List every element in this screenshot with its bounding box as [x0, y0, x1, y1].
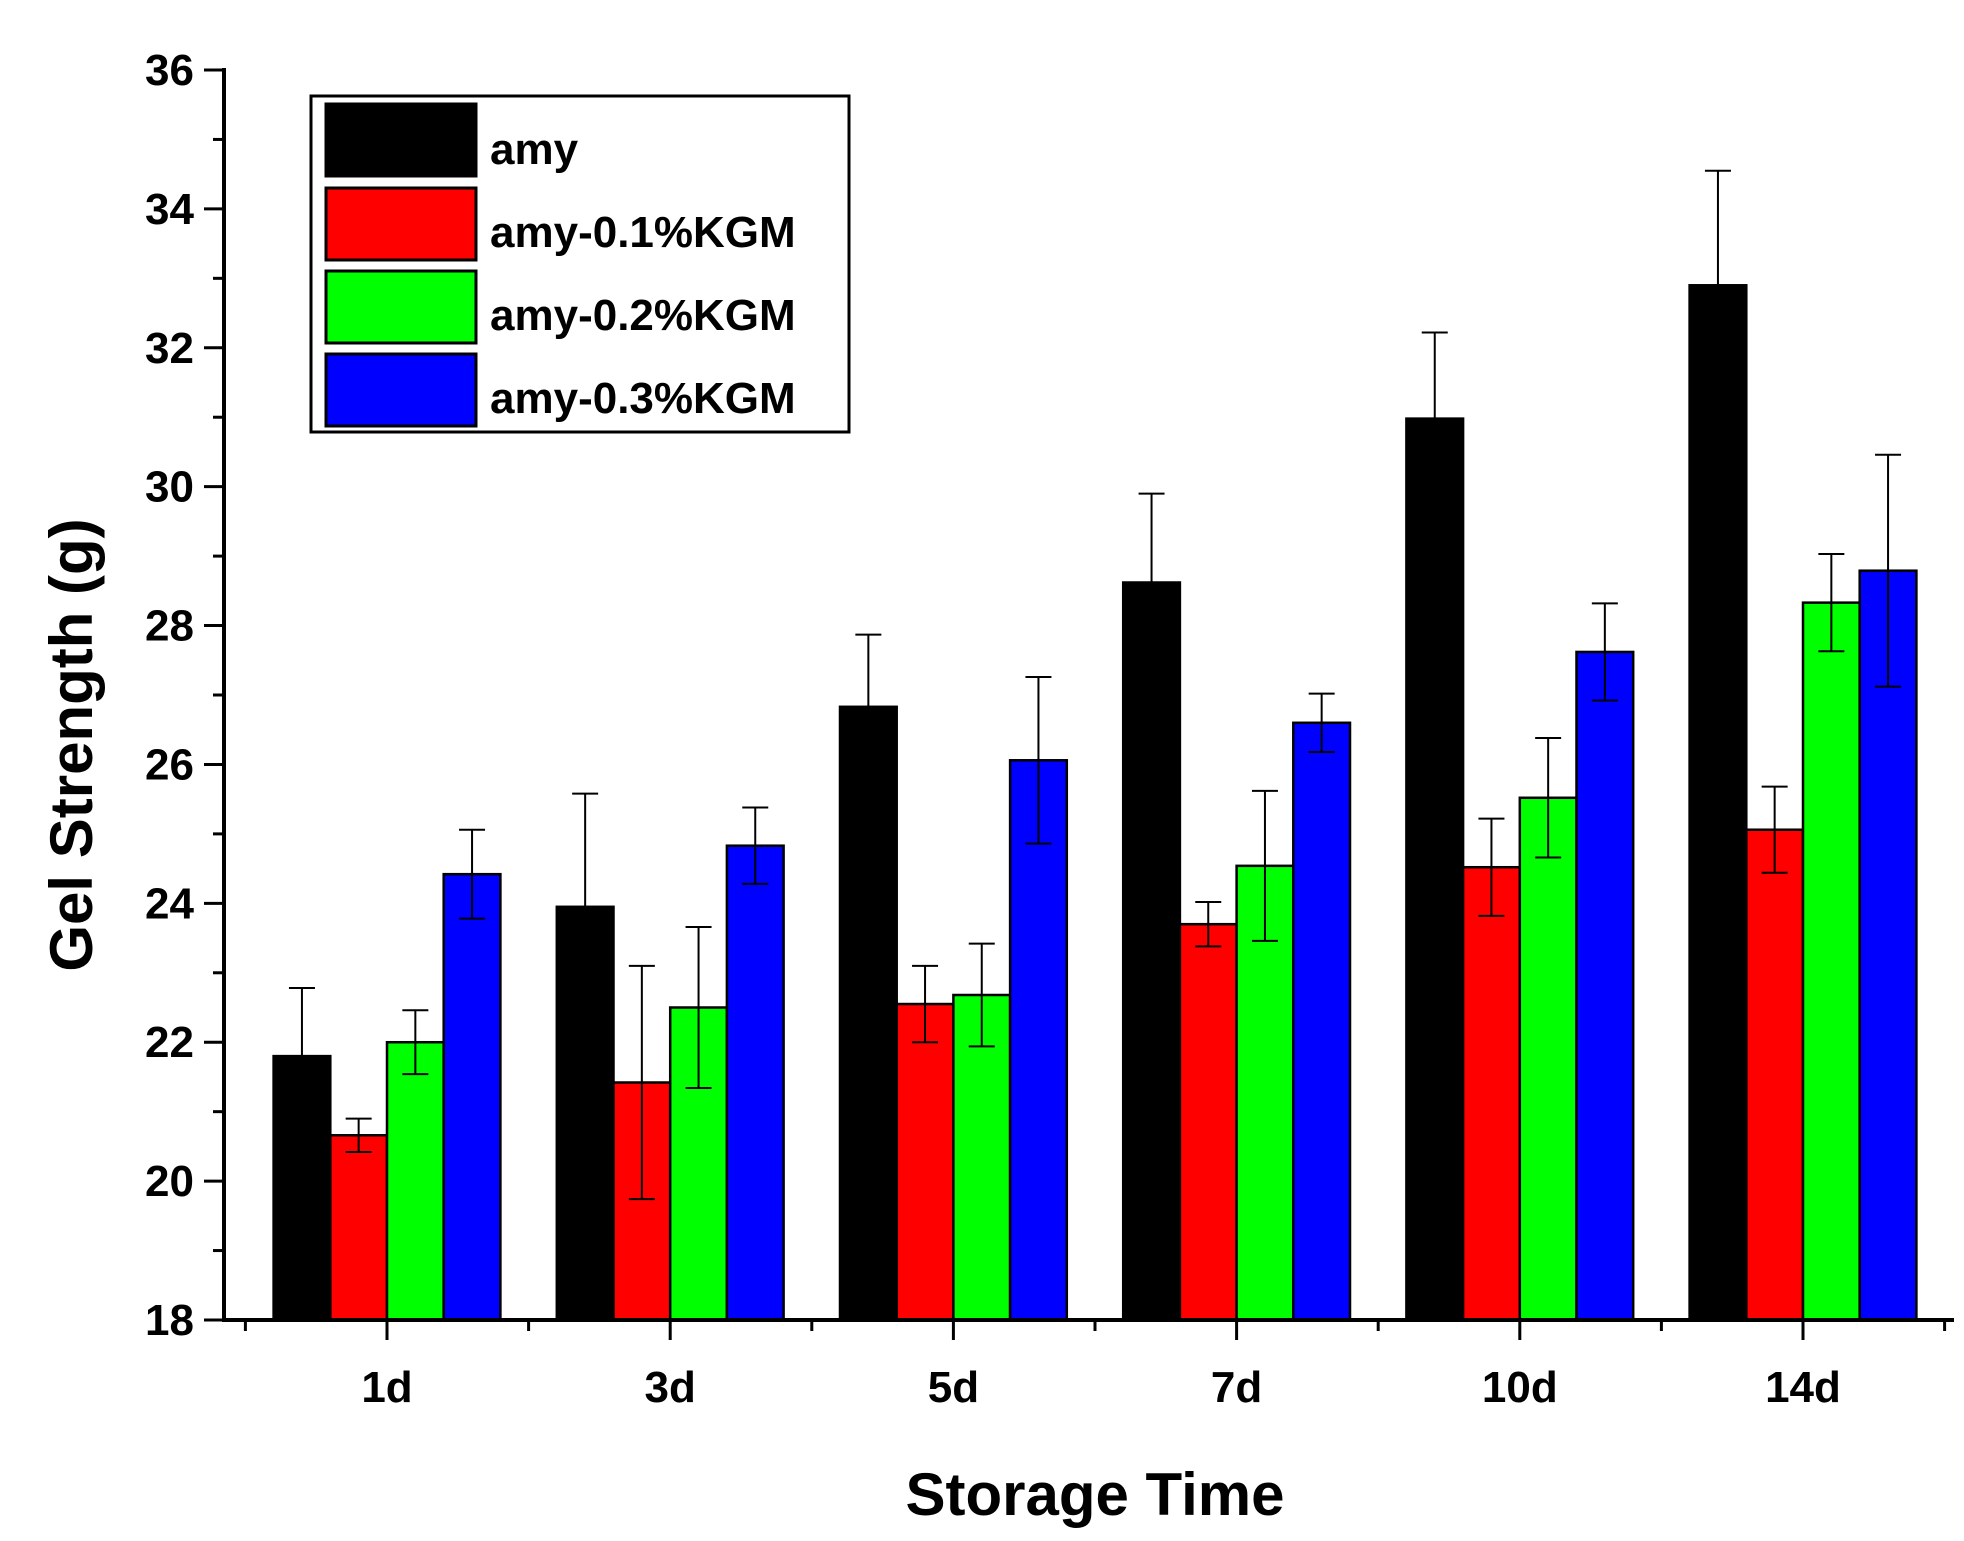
x-tick-label-1d: 1d: [361, 1363, 412, 1412]
bar-5d-series-2: [952, 993, 1012, 1322]
bar-1d-series-1: [329, 1134, 389, 1322]
bar-7d-series-3: [1292, 721, 1352, 1322]
bar-14d-series-2: [1801, 601, 1861, 1322]
y-tick-label-28: 28: [145, 602, 194, 651]
x-axis-title: Storage Time: [905, 1461, 1284, 1528]
y-tick-label-34: 34: [145, 185, 194, 234]
y-axis-title: Gel Strength (g): [38, 518, 105, 971]
bar-1d-series-3: [442, 872, 502, 1322]
bar-10d-series-1: [1461, 865, 1522, 1322]
bars-layer: [272, 284, 1918, 1322]
bar-10d-series-3: [1575, 650, 1635, 1322]
bar-14d-series-1: [1745, 828, 1805, 1322]
y-tick-label-18: 18: [145, 1296, 194, 1345]
bar-14d-series-0: [1688, 284, 1748, 1322]
x-tick-label-5d: 5d: [928, 1363, 979, 1412]
x-tick-label-14d: 14d: [1765, 1363, 1841, 1412]
legend-label-amy-0.3-kgm: amy-0.3%KGM: [490, 374, 796, 423]
axes-layer: [204, 68, 1954, 1340]
y-tick-label-26: 26: [145, 740, 194, 789]
legend-swatch-amy-0.1-kgm: [324, 186, 478, 262]
x-tick-label-3d: 3d: [645, 1363, 696, 1412]
x-tick-label-10d: 10d: [1482, 1363, 1558, 1412]
bar-5d-series-1: [895, 1002, 955, 1322]
y-tick-label-30: 30: [145, 463, 194, 512]
legend: amy amy-0.1%KGM amy-0.2%KGM amy-0.3%KGM: [309, 94, 851, 434]
bar-10d-series-0: [1405, 417, 1465, 1322]
legend-label-amy: amy: [490, 125, 579, 174]
bar-5d-series-0: [838, 705, 898, 1322]
y-tick-label-36: 36: [145, 46, 194, 95]
bar-3d-series-3: [725, 844, 785, 1322]
bar-7d-series-1: [1178, 922, 1238, 1322]
bar-7d-series-0: [1121, 581, 1182, 1322]
y-tick-label-32: 32: [145, 324, 194, 373]
y-tick-label-22: 22: [145, 1018, 194, 1067]
bar-14d-series-3: [1858, 569, 1918, 1322]
bar-1d-series-2: [385, 1040, 445, 1322]
error-bars-layer: [288, 169, 1902, 1201]
legend-swatch-amy: [324, 102, 478, 178]
tick-labels-layer: 18 20 22 24 26 28 30 32 34 36 1d 3d 5d 7d 10d 14d: [145, 46, 1841, 1412]
y-tick-label-20: 20: [145, 1157, 194, 1206]
x-tick-label-7d: 7d: [1211, 1363, 1262, 1412]
y-tick-label-24: 24: [145, 879, 194, 928]
bar-10d-series-2: [1518, 796, 1578, 1322]
legend-swatch-amy-0.3-kgm: [324, 352, 478, 428]
legend-swatch-amy-0.2-kgm: [324, 269, 478, 345]
legend-label-amy-0.1-kgm: amy-0.1%KGM: [490, 208, 796, 257]
legend-label-amy-0.2-kgm: amy-0.2%KGM: [490, 291, 796, 340]
